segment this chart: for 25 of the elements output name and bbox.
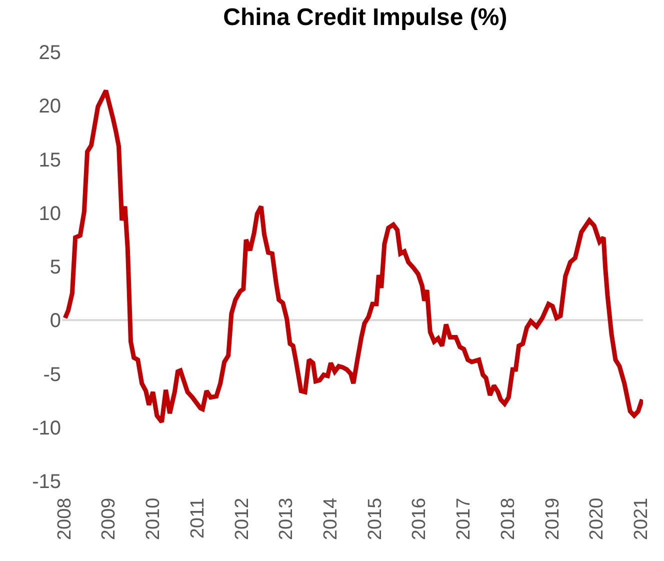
y-tick-label: 0 bbox=[50, 310, 61, 332]
x-tick-label: 2019 bbox=[542, 498, 564, 540]
x-tick-label: 2018 bbox=[498, 498, 519, 540]
line-series bbox=[62, 88, 643, 424]
x-tick-label: 2016 bbox=[409, 498, 430, 540]
y-tick-label: -10 bbox=[32, 417, 61, 440]
x-tick-label: 2014 bbox=[320, 497, 342, 540]
y-tick-label: 15 bbox=[38, 149, 61, 172]
x-tick-label: 2017 bbox=[454, 498, 475, 540]
x-tick-label: 2010 bbox=[143, 498, 164, 540]
x-tick-label: 2015 bbox=[364, 498, 386, 540]
x-tick-label: 2009 bbox=[98, 498, 120, 540]
x-tick-label: 2012 bbox=[232, 498, 253, 540]
x-tick-label: 2011 bbox=[187, 498, 208, 539]
y-tick-label: 25 bbox=[38, 42, 61, 64]
x-tick-label: 2013 bbox=[276, 498, 298, 540]
x-tick-label: 2021 bbox=[630, 498, 652, 540]
chart-title: China Credit Impulse (%) bbox=[223, 4, 508, 32]
y-tick-label: -5 bbox=[43, 364, 61, 386]
y-tick-label: -15 bbox=[32, 471, 61, 493]
x-tick-label: 2020 bbox=[586, 498, 608, 540]
y-tick-label: 20 bbox=[38, 96, 61, 118]
x-tick-label: 2008 bbox=[54, 498, 76, 540]
y-tick-label: 10 bbox=[38, 202, 61, 225]
y-tick-label: 5 bbox=[50, 256, 61, 278]
